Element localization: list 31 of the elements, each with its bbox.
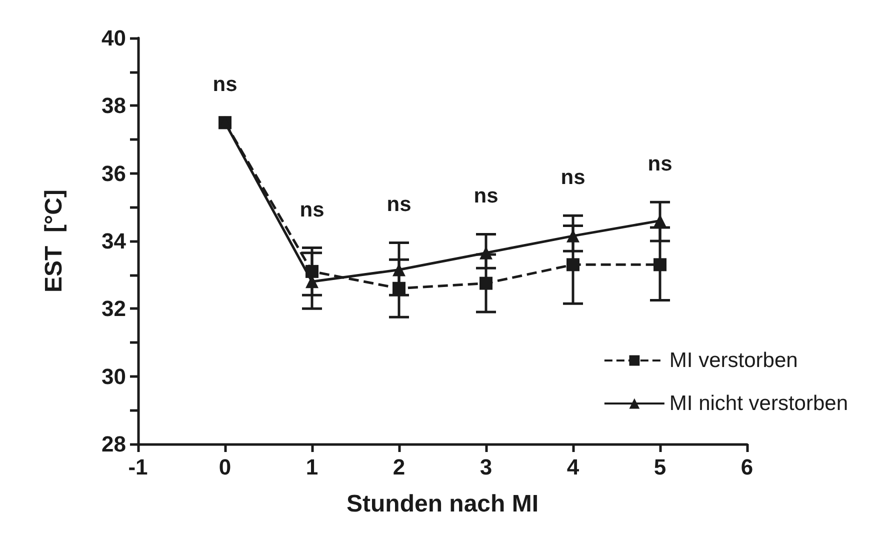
- annotation: ns: [300, 198, 324, 222]
- y-tick-label: 28: [102, 432, 126, 456]
- point: [392, 282, 406, 295]
- point: [306, 264, 318, 278]
- annotation: ns: [648, 152, 672, 176]
- annotation: ns: [212, 73, 238, 96]
- point: [566, 258, 580, 272]
- x-tick-label: 0: [218, 454, 232, 480]
- legend-label: MI nicht verstorben: [669, 392, 848, 415]
- x-tick-label: 2: [392, 454, 406, 480]
- point: [654, 258, 666, 272]
- x-tick-label: 6: [740, 454, 754, 480]
- x-tick-label: 5: [654, 454, 666, 480]
- annotation: ns: [386, 193, 412, 216]
- point: [654, 214, 666, 228]
- y-tick-label: 36: [102, 160, 126, 186]
- annotation: ns: [560, 166, 586, 190]
- x-tick-label: 3: [480, 454, 492, 480]
- y-tick-label: 38: [102, 93, 126, 118]
- y-tick-label: 30: [102, 364, 126, 389]
- x-axis-title: Stunden nach MI: [346, 490, 538, 518]
- y-axis-title: EST [°C]: [40, 190, 68, 292]
- x-tick-label: 4: [566, 454, 580, 480]
- x-tick-label: 1: [306, 454, 318, 480]
- y-tick-label: 40: [102, 26, 126, 50]
- y-tick-label: 32: [102, 296, 126, 322]
- annotation: ns: [474, 184, 498, 208]
- x-tick-label: -1: [128, 454, 148, 480]
- legend-label: MI verstorben: [669, 349, 798, 372]
- point: [480, 276, 492, 290]
- y-tick-label: 34: [102, 228, 127, 254]
